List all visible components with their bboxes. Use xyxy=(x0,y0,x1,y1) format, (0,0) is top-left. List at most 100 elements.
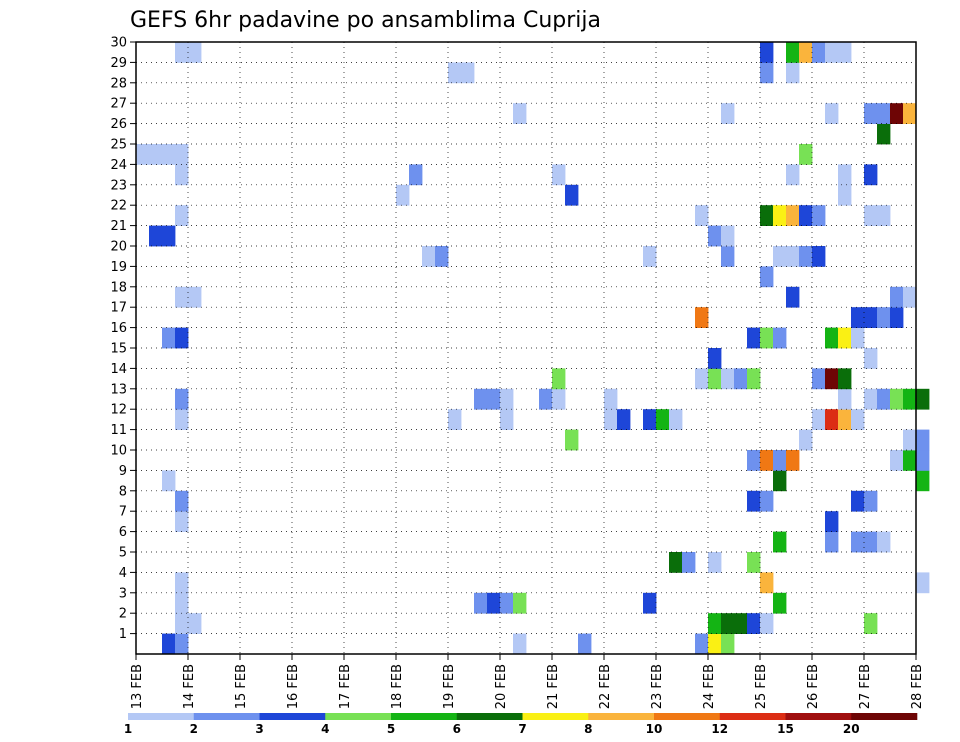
colorbar-segment xyxy=(391,713,458,720)
heatmap-cell xyxy=(760,42,774,63)
heatmap-cell xyxy=(838,409,852,430)
x-tick-label: 15 FEB xyxy=(234,664,249,709)
heatmap-cell xyxy=(513,103,527,124)
heatmap-cell xyxy=(799,205,813,226)
heatmap-cell xyxy=(604,409,618,430)
heatmap-cell xyxy=(877,205,891,226)
y-tick-label: 11 xyxy=(110,423,127,438)
heatmap-cell xyxy=(474,388,488,410)
heatmap-cell xyxy=(760,266,774,288)
heatmap-cell xyxy=(760,62,774,84)
heatmap-cell xyxy=(669,409,683,430)
heatmap-cell xyxy=(747,368,761,390)
colorbar-segment xyxy=(654,713,721,720)
colorbar-segment xyxy=(588,713,655,720)
heatmap-cell xyxy=(916,388,930,410)
heatmap-cell xyxy=(396,184,410,206)
heatmap-cell xyxy=(188,286,202,308)
heatmap-cell xyxy=(175,327,189,349)
x-tick-label: 25 FEB xyxy=(754,664,769,709)
heatmap-cell xyxy=(578,633,592,655)
heatmap-cell xyxy=(162,633,176,655)
heatmap-cell xyxy=(890,286,904,308)
heatmap-cell xyxy=(721,368,735,390)
y-tick-label: 27 xyxy=(110,97,127,112)
heatmap-cell xyxy=(552,388,566,410)
y-tick-label: 4 xyxy=(119,566,127,581)
heatmap-cell xyxy=(838,327,852,349)
heatmap-cell xyxy=(864,164,878,186)
colorbar-tick-label: 15 xyxy=(777,722,794,736)
y-tick-label: 18 xyxy=(110,280,127,295)
heatmap-cell xyxy=(149,144,163,165)
heatmap-cell xyxy=(916,429,930,451)
heatmap-cell xyxy=(565,429,579,451)
heatmap-cell xyxy=(838,368,852,390)
heatmap-cell xyxy=(864,613,878,634)
heatmap-cell xyxy=(825,511,839,532)
grid-lines xyxy=(136,42,916,654)
y-tick-label: 22 xyxy=(110,199,127,214)
y-tick-label: 2 xyxy=(119,607,127,622)
heatmap-cell xyxy=(175,42,189,63)
heatmap-cell xyxy=(760,205,774,226)
heatmap-cell xyxy=(877,123,891,145)
chart-title: GEFS 6hr padavine po ansamblima Cuprija xyxy=(130,8,601,33)
heatmap-cell xyxy=(825,103,839,124)
heatmap-cell xyxy=(695,368,709,390)
heatmap-cell xyxy=(175,286,189,308)
heatmap-cell xyxy=(773,450,787,471)
colorbar-tick-label: 6 xyxy=(453,722,461,736)
x-tick-label: 24 FEB xyxy=(702,664,717,709)
x-tick-label: 14 FEB xyxy=(182,664,197,709)
heatmap-cell xyxy=(162,144,176,165)
x-tick-label: 19 FEB xyxy=(442,664,457,709)
heatmap-cell xyxy=(773,470,787,492)
colorbar-segment xyxy=(522,713,589,720)
heatmap-cell xyxy=(721,103,735,124)
heatmap-cell xyxy=(487,388,501,410)
x-tick-label: 26 FEB xyxy=(806,664,821,709)
heatmap-cell xyxy=(175,409,189,430)
heatmap-cell xyxy=(890,450,904,471)
heatmap-cell xyxy=(136,144,150,165)
y-tick-label: 26 xyxy=(110,117,127,132)
heatmap-cell xyxy=(669,552,683,573)
y-tick-label: 29 xyxy=(110,56,127,71)
heatmap-cell xyxy=(903,103,917,124)
colorbar-tick-label: 12 xyxy=(711,722,728,736)
heatmap-cell xyxy=(877,531,891,553)
heatmap-cell xyxy=(500,592,514,614)
heatmap-cell xyxy=(890,307,904,328)
heatmap-cell xyxy=(461,62,475,84)
colorbar-segment xyxy=(259,713,326,720)
heatmap-cell xyxy=(773,246,787,267)
heatmap-cells xyxy=(136,42,930,655)
x-tick-label: 23 FEB xyxy=(650,664,665,709)
heatmap-cell xyxy=(916,450,930,471)
heatmap-cell xyxy=(487,592,501,614)
heatmap-cell xyxy=(773,205,787,226)
x-tick-label: 13 FEB xyxy=(130,664,145,709)
x-tick-label: 22 FEB xyxy=(598,664,613,709)
heatmap-cell xyxy=(786,62,800,84)
heatmap-cell xyxy=(812,409,826,430)
x-tick-label: 17 FEB xyxy=(338,664,353,709)
heatmap-cell xyxy=(760,572,774,594)
heatmap-cell xyxy=(474,592,488,614)
heatmap-cell xyxy=(760,490,774,512)
heatmap-cell xyxy=(747,450,761,471)
colorbar-segment xyxy=(851,713,918,720)
heatmap-cell xyxy=(812,205,826,226)
colorbar-tick-label: 5 xyxy=(387,722,395,736)
heatmap-cell xyxy=(799,246,813,267)
heatmap-cell xyxy=(877,103,891,124)
y-tick-label: 6 xyxy=(119,525,127,540)
y-tick-label: 10 xyxy=(110,444,127,459)
heatmap-cell xyxy=(838,42,852,63)
heatmap-cell xyxy=(786,205,800,226)
heatmap-cell xyxy=(864,531,878,553)
heatmap-cell xyxy=(864,205,878,226)
heatmap-cell xyxy=(422,246,436,267)
heatmap-cell xyxy=(734,368,748,390)
